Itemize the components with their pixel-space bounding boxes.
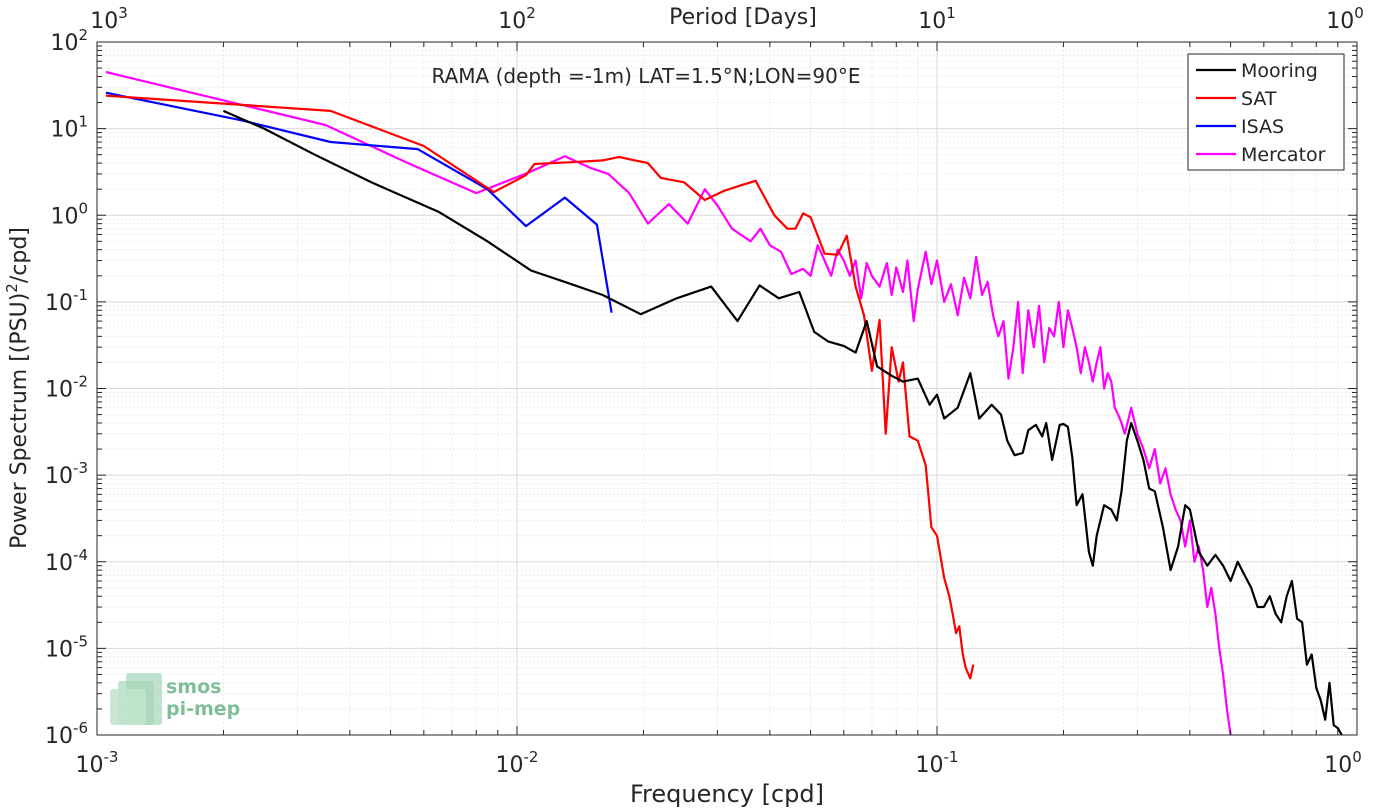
series-line-isas: [105, 91, 613, 313]
y-tick-label: 102: [50, 26, 88, 56]
legend-label-mercator: Mercator: [1241, 144, 1326, 166]
legend: Mooring SAT ISAS Mercator: [1187, 53, 1345, 171]
logo-text-line2: pi-mep: [166, 698, 240, 720]
top-axis-label: Period [Days]: [669, 5, 817, 30]
y-tick-label: 100: [50, 199, 88, 229]
y-tick-label: 10-5: [45, 632, 88, 662]
y-tick-label: 10-1: [45, 286, 88, 316]
y-tick-label: 10-3: [45, 459, 88, 489]
x-tick-label: 10-3: [76, 748, 119, 778]
logo-block-front: [110, 689, 146, 725]
smos-pi-mep-logo: smos pi-mep: [110, 673, 240, 725]
x-tick-label: 10-2: [496, 748, 539, 778]
y-axis-label-main: Power Spectrum [(PSU): [7, 293, 32, 549]
y-tick-label: 10-6: [45, 719, 88, 749]
x-tick-label: 100: [1324, 748, 1362, 778]
y-axis-label: Power Spectrum [(PSU)2/cpd]: [3, 227, 32, 549]
logo-text-line1: smos: [166, 676, 221, 698]
y-axis-label-tail: /cpd]: [7, 227, 32, 283]
legend-label-sat: SAT: [1241, 88, 1277, 110]
legend-box: [1187, 53, 1345, 171]
y-tick-label: 10-4: [45, 546, 88, 576]
top-tick-label: 102: [498, 4, 536, 34]
series-lines: [105, 70, 1343, 736]
grid: [96, 42, 1357, 736]
top-tick-label: 101: [918, 4, 956, 34]
legend-label-mooring: Mooring: [1241, 60, 1318, 82]
legend-label-isas: ISAS: [1241, 116, 1284, 138]
x-tick-label: 10-1: [916, 748, 959, 778]
series-line-mercator: [105, 70, 1232, 736]
y-tick-label: 101: [50, 113, 88, 143]
series-line-mooring: [222, 109, 1343, 736]
y-axis-label-exp: 2: [3, 283, 21, 293]
x-axis-label: Frequency [cpd]: [630, 780, 824, 808]
series-line-sat: [105, 94, 975, 680]
top-tick-label: 100: [1326, 4, 1364, 34]
top-tick-label: 103: [90, 4, 128, 34]
y-tick-label: 10-2: [45, 373, 88, 403]
chart-title: RAMA (depth =-1m) LAT=1.5°N;LON=90°E: [432, 64, 861, 88]
